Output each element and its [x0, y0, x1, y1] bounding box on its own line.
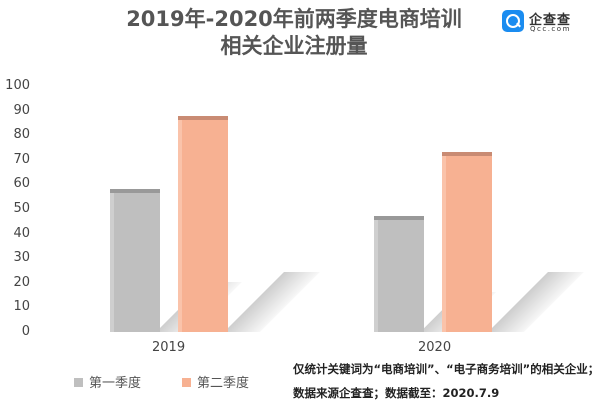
legend-item-q2: 第二季度: [182, 372, 249, 391]
y-tick-30: 30: [13, 250, 30, 266]
y-tick-70: 70: [13, 151, 30, 167]
chart-title-line2: 相关企业注册量: [220, 34, 368, 58]
footnote-line1: 仅统计关键词为“电商培训”、“电子商务培训”的相关企业；: [293, 362, 600, 376]
y-tick-20: 20: [13, 274, 30, 290]
y-tick-90: 90: [13, 102, 30, 118]
chart-title-line1: 2019年-2020年前两季度电商培训: [126, 7, 462, 31]
logo-sub: Qcc.com: [530, 25, 571, 33]
legend-item-q1: 第一季度: [74, 372, 141, 391]
legend-label-q1: 第一季度: [89, 376, 142, 391]
bar-2020-q1: [374, 216, 424, 332]
x-label-2019: 2019: [152, 340, 186, 355]
bar-2019-q2: [178, 115, 228, 332]
y-tick-100: 100: [5, 78, 30, 93]
legend-swatch-q1: [74, 378, 83, 387]
y-tick-10: 10: [13, 299, 30, 315]
bar-shadow: [488, 272, 584, 332]
qcc-logo: 企查查 Qcc.com: [502, 8, 602, 38]
bar-shadow: [224, 272, 320, 332]
bar-2019-q1: [110, 189, 160, 332]
legend-label-q2: 第二季度: [197, 376, 250, 391]
y-tick-80: 80: [13, 127, 30, 143]
y-tick-0: 0: [21, 324, 30, 339]
legend-swatch-q2: [182, 378, 191, 387]
footnote-line2: 数据来源企查查；数据截至：2020.7.9: [293, 386, 500, 400]
bar-2020-q2: [442, 152, 492, 332]
y-tick-40: 40: [13, 225, 30, 241]
y-tick-60: 60: [13, 176, 30, 192]
x-label-2020: 2020: [418, 340, 452, 355]
qcc-logo-icon: [502, 10, 524, 32]
logo-name: 企查查: [529, 13, 572, 28]
y-tick-50: 50: [13, 201, 30, 216]
